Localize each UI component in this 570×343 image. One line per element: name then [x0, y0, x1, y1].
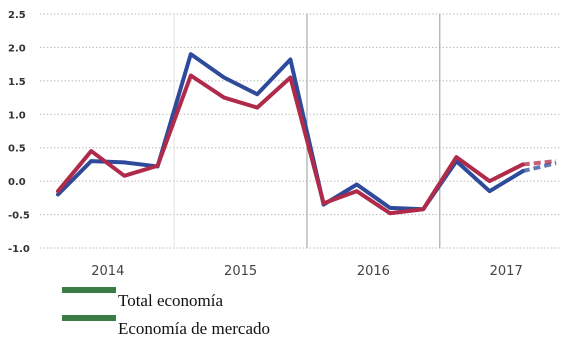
y-tick-label: 0.0 — [8, 177, 26, 188]
y-tick-label: -0.5 — [8, 211, 30, 222]
x-axis: 2014 2015 2016 2017 — [91, 264, 522, 279]
x-tick-label: 2015 — [224, 264, 257, 279]
year-dividers — [173, 14, 441, 248]
series-economia-de-mercado — [56, 73, 557, 216]
y-tick-label: 2.5 — [8, 10, 26, 21]
y-tick-label: -1.0 — [8, 244, 30, 255]
series-lines — [56, 52, 557, 216]
legend-swatch — [62, 287, 116, 293]
y-tick-label: 1.5 — [8, 77, 26, 88]
y-tick-label: 1.0 — [8, 110, 26, 121]
legend-label: Economía de mercado — [118, 319, 270, 338]
x-tick-label: 2017 — [490, 264, 523, 279]
y-tick-label: 0.5 — [8, 144, 26, 155]
series-line — [56, 73, 525, 216]
series-line-projected — [522, 161, 557, 174]
y-axis: 2.5 2.0 1.5 1.0 0.5 0.0 -0.5 -1.0 — [8, 10, 30, 255]
legend-swatch — [62, 315, 116, 321]
x-tick-label: 2016 — [357, 264, 390, 279]
x-tick-label: 2014 — [91, 264, 124, 279]
series-line-projected — [522, 159, 557, 167]
grid-lines — [40, 13, 560, 249]
legend-label: Total economía — [118, 291, 224, 310]
y-tick-label: 2.0 — [8, 43, 26, 54]
